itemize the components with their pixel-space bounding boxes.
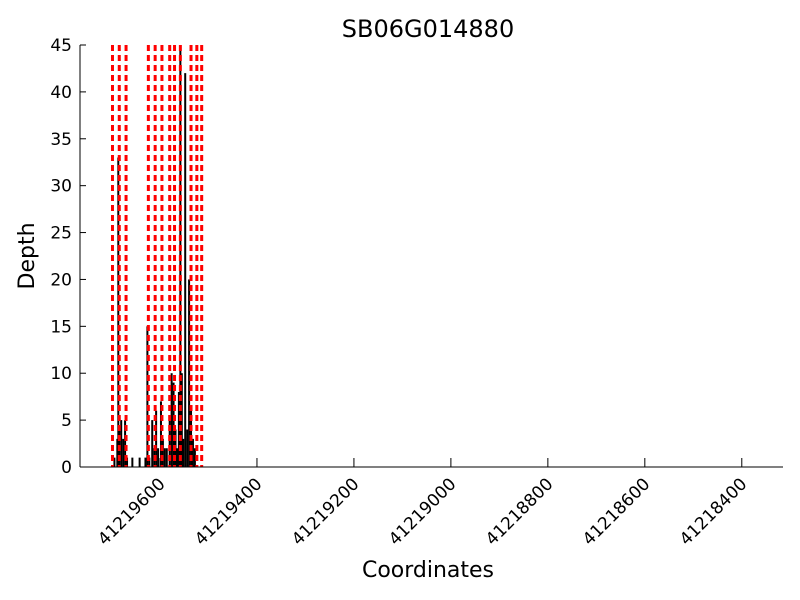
depth-bar [157,448,160,467]
depth-bar [148,457,151,467]
depth-bar [168,420,171,467]
depth-bar [124,420,127,467]
y-tick-label: 15 [50,317,72,337]
y-tick-label: 10 [50,364,72,384]
depth-bar [172,382,175,467]
depth-bar [122,438,125,467]
depth-bar [193,448,196,467]
depth-bar [151,420,154,467]
depth-bar [138,457,141,467]
x-tick-label: 41219200 [288,474,363,549]
y-tick-label: 35 [50,130,72,150]
depth-bar [120,420,123,467]
depth-bar [163,448,166,467]
x-tick-label: 41218400 [676,474,751,549]
depth-bar [182,438,185,467]
y-ticks: 0 5 10 15 20 25 30 35 40 45 [50,36,86,478]
depth-bar [131,457,134,467]
y-tick-label: 5 [61,411,72,431]
depth-bar [159,401,162,467]
depth-bar [144,457,147,467]
x-tick-label: 41219600 [94,474,169,549]
x-axis-label: Coordinates [362,558,494,583]
depth-bar [126,457,129,467]
y-tick-label: 40 [50,83,72,103]
x-tick-label: 41218800 [482,474,557,549]
depth-bar [186,429,189,467]
y-axis-label: Depth [15,222,40,289]
y-tick-label: 25 [50,224,72,244]
depth-bar [170,373,173,467]
y-tick-label: 20 [50,270,72,290]
depth-bar [176,448,179,467]
x-tick-label: 41219000 [385,474,460,549]
x-ticks: 41219600 41219400 41219200 41219000 41218800… [94,458,751,550]
x-tick-label: 41218600 [579,474,654,549]
y-tick-label: 45 [50,36,72,56]
y-tick-label: 30 [50,177,72,197]
exon-boundary-lines [110,45,204,467]
depth-bar [117,157,120,467]
depth-bar [113,457,116,467]
depth-bar [188,279,191,467]
y-tick-label: 0 [61,458,72,478]
chart-title: SB06G014880 [342,15,514,43]
x-tick-label: 41219400 [191,474,266,549]
depth-bar [161,438,164,467]
depth-bar [184,73,187,467]
depth-bar [191,438,194,467]
depth-bar [165,448,168,467]
